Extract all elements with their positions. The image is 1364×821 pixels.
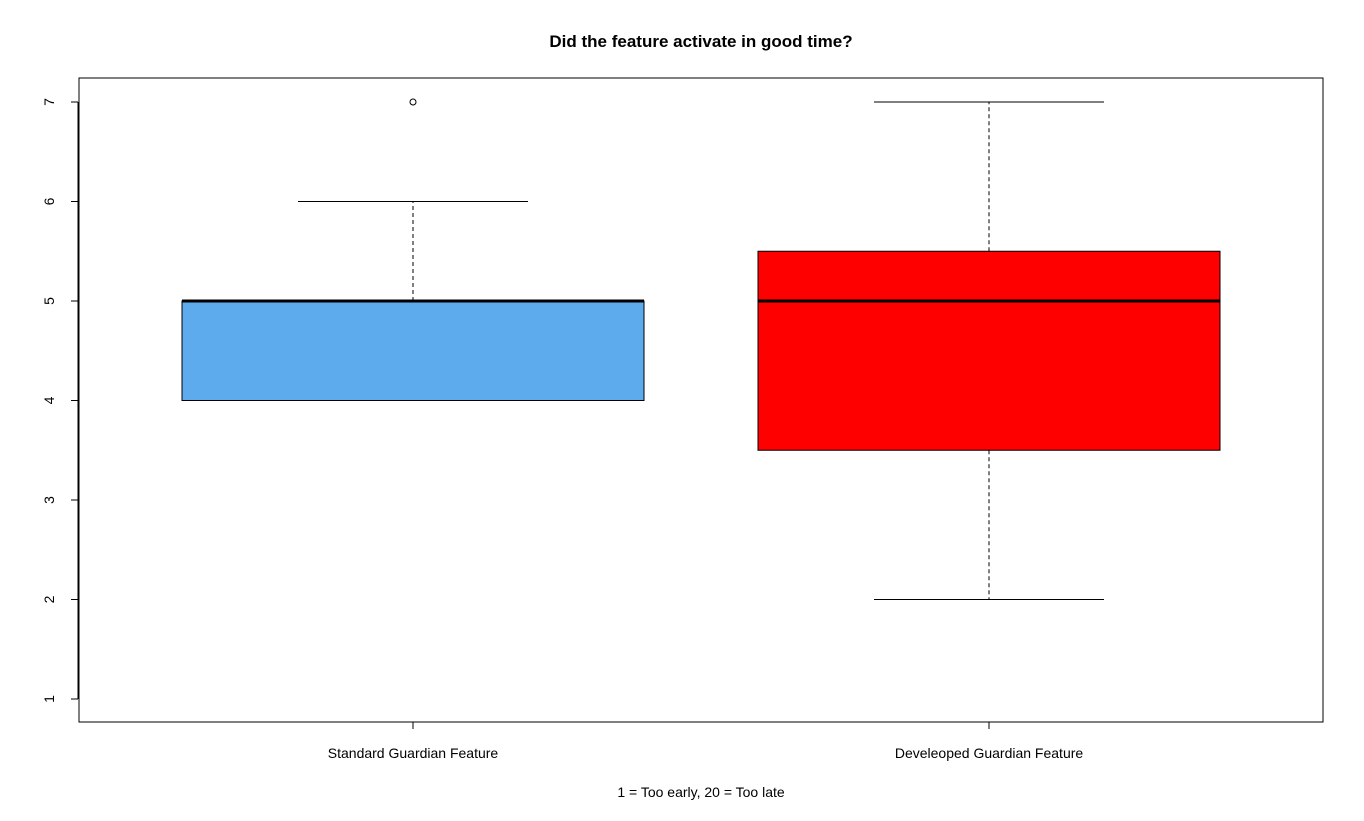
- y-tick-label: 2: [41, 595, 57, 603]
- box-group: [181, 98, 645, 401]
- y-tick-label: 7: [41, 98, 57, 106]
- outlier-point: [409, 98, 417, 106]
- plot-frame: [78, 77, 1324, 723]
- chart-title: Did the feature activate in good time?: [549, 32, 852, 51]
- y-axis: 1 2 3 4 5 6 7: [41, 98, 79, 703]
- box: [757, 250, 1221, 451]
- x-axis-label: 1 = Too early, 20 = Too late: [617, 784, 785, 800]
- y-tick-label: 5: [41, 297, 57, 305]
- x-axis: Standard Guardian Feature Develeoped Guar…: [328, 722, 1084, 761]
- y-tick-label: 4: [41, 396, 57, 404]
- y-tick-label: 3: [41, 496, 57, 504]
- boxes: [181, 98, 1221, 600]
- y-tick-label: 6: [41, 197, 57, 205]
- box: [181, 300, 645, 401]
- box-group: [757, 101, 1221, 600]
- y-tick-label: 1: [41, 695, 57, 703]
- x-tick-label: Develeoped Guardian Feature: [895, 745, 1084, 761]
- x-tick-label: Standard Guardian Feature: [328, 745, 499, 761]
